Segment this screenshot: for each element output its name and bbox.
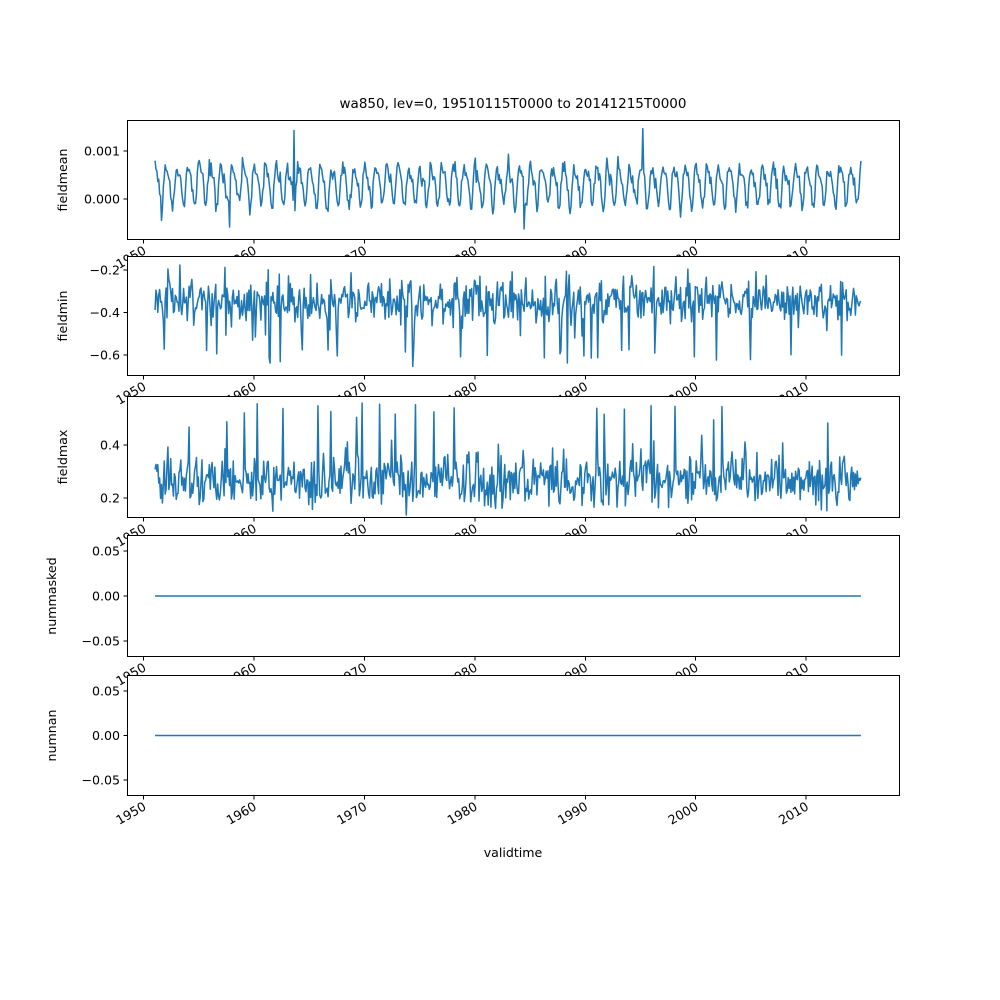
subplot-background: [127, 120, 900, 240]
y-tick-label: −0.05: [81, 633, 120, 648]
y-axis-label-numnan: numnan: [44, 710, 59, 762]
y-tick-label: 0.4: [100, 438, 120, 453]
data-line-fieldmean: [154, 127, 862, 230]
subplot-spines: [127, 675, 900, 796]
y-axis-label-fieldmax: fieldmax: [55, 429, 70, 484]
y-axis-label-nummasked: nummasked: [44, 557, 59, 634]
subplot-spines: [127, 256, 900, 376]
y-tick-label: 0.05: [92, 684, 120, 699]
x-axis-label: validtime: [484, 845, 543, 860]
panels-group: 0.0000.0011950196019701980199020002010fi…: [44, 120, 900, 828]
figure-title: wa850, lev=0, 19510115T0000 to 20141215T…: [340, 96, 687, 112]
data-line-fieldmax: [154, 402, 862, 516]
y-axis-label-fieldmean: fieldmean: [55, 149, 70, 212]
y-tick-label: 0.001: [84, 144, 120, 159]
y-tick-label: −0.2: [89, 262, 120, 277]
y-tick-label: −0.4: [89, 305, 120, 320]
data-line-fieldmin: [154, 264, 862, 368]
subplot-spines: [127, 120, 900, 240]
y-axis-label-fieldmin: fieldmin: [55, 291, 70, 342]
y-tick-label: −0.6: [89, 347, 120, 362]
y-tick-label: −0.05: [81, 772, 120, 787]
y-tick-label: 0.00: [92, 728, 120, 743]
subplot-spines: [127, 396, 900, 518]
y-tick-label: 0.000: [84, 192, 120, 207]
y-tick-label: 0.00: [92, 589, 120, 604]
subplot-spines: [127, 535, 900, 657]
y-tick-label: 0.05: [92, 544, 120, 559]
y-tick-label: 0.2: [100, 491, 120, 506]
